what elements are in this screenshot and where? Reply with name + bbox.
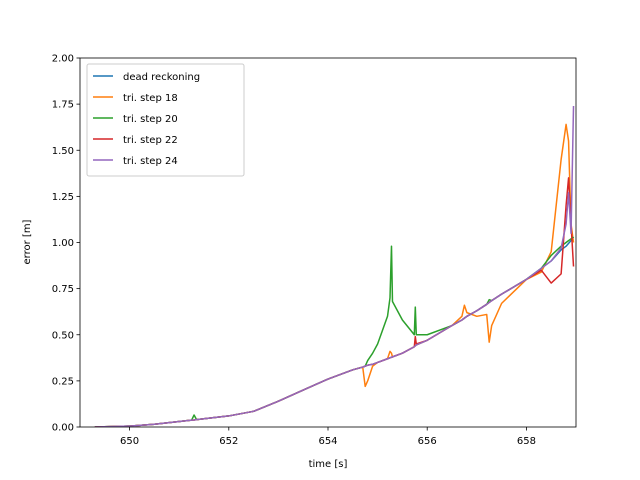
y-tick-label: 0.50 — [52, 330, 74, 341]
y-axis-label: error [m] — [22, 219, 33, 264]
x-tick-label: 658 — [517, 436, 536, 447]
legend-label: dead reckoning — [123, 72, 200, 83]
axes-frame — [79, 57, 577, 428]
y-tick-label: 0.00 — [52, 423, 74, 434]
y-tick-label: 1.75 — [52, 100, 74, 111]
y-tick-label: 1.00 — [52, 238, 74, 249]
y-tick-label: 0.25 — [52, 376, 74, 387]
x-tick-label: 656 — [418, 436, 437, 447]
line-series — [94, 105, 575, 427]
y-tick-label: 1.50 — [52, 146, 74, 157]
x-tick-label: 650 — [120, 436, 139, 447]
legend-box — [86, 63, 245, 177]
y-tick-label: 0.75 — [52, 284, 74, 295]
legend-label: tri. step 22 — [123, 135, 178, 146]
legend-label: tri. step 24 — [123, 156, 178, 167]
legend-label: tri. step 18 — [123, 93, 178, 104]
y-tick-label: 1.25 — [52, 192, 74, 203]
x-tick-label: 652 — [219, 436, 238, 447]
legend-label: tri. step 20 — [123, 114, 178, 125]
y-tick-label: 2.00 — [52, 54, 74, 65]
x-tick-label: 654 — [318, 436, 337, 447]
x-axis-label: time [s] — [309, 459, 348, 470]
